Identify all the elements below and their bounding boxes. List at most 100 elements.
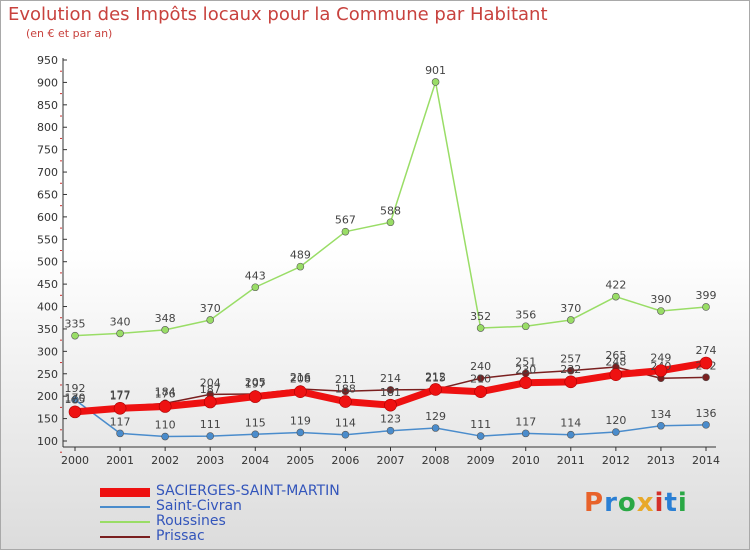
data-point	[71, 331, 79, 340]
data-point	[248, 390, 262, 403]
chart-title: Evolution des Impôts locaux pour la Comm…	[8, 4, 548, 25]
data-point	[566, 366, 575, 375]
data-label: 111	[470, 418, 491, 431]
data-point	[294, 385, 307, 398]
y-tick-label: 400	[37, 301, 58, 314]
data-label: 588	[380, 204, 401, 217]
y-tick-label: 950	[37, 54, 58, 67]
data-point	[657, 307, 665, 315]
data-point	[206, 316, 215, 324]
data-label: 120	[605, 414, 626, 427]
logo-letter: i	[677, 488, 688, 518]
data-label: 249	[650, 352, 671, 365]
data-label: 114	[560, 417, 581, 430]
data-label: 489	[290, 249, 311, 262]
data-label: 197	[245, 378, 266, 391]
data-point	[251, 283, 260, 292]
data-label: 177	[110, 389, 131, 402]
data-label: 205	[245, 376, 266, 389]
data-label: 248	[605, 356, 626, 369]
data-point	[564, 375, 578, 389]
data-point	[612, 292, 620, 301]
data-point	[386, 218, 395, 227]
logo-letter: P	[584, 488, 605, 518]
data-point	[702, 373, 710, 382]
data-label: 443	[245, 269, 266, 282]
data-point	[657, 421, 665, 430]
data-label: 134	[650, 408, 671, 421]
data-point	[251, 430, 260, 439]
data-point	[476, 324, 485, 332]
y-tick-label: 550	[37, 233, 58, 246]
data-point	[116, 329, 124, 338]
x-tick-label: 2013	[647, 454, 675, 467]
data-label: 251	[515, 355, 536, 368]
data-point	[521, 429, 530, 438]
data-label: 177	[110, 388, 131, 401]
data-label: 188	[335, 383, 356, 396]
data-label: 123	[380, 413, 401, 426]
y-tick-label: 800	[37, 121, 58, 134]
data-label: 370	[560, 302, 581, 315]
y-tick-label: 650	[37, 188, 58, 201]
legend-swatch	[100, 506, 150, 508]
y-tick-label: 850	[37, 99, 58, 112]
x-tick-label: 2003	[196, 454, 224, 467]
data-point	[68, 405, 82, 419]
data-label: 110	[155, 419, 176, 432]
data-point	[702, 421, 710, 429]
legend-label: SACIERGES-SAINT-MARTIN	[156, 483, 340, 499]
data-label: 208	[290, 373, 311, 386]
data-point	[566, 316, 575, 324]
data-label: 230	[515, 364, 536, 377]
data-label: 181	[380, 386, 401, 399]
data-label: 204	[200, 376, 221, 389]
y-tick-label: 450	[37, 278, 58, 291]
x-tick-label: 2000	[61, 454, 89, 467]
data-label: 211	[335, 373, 356, 386]
data-point	[429, 383, 442, 396]
legend-swatch	[100, 521, 150, 523]
data-label: 129	[425, 410, 446, 423]
data-label: 370	[200, 302, 221, 315]
data-label: 352	[470, 310, 491, 323]
y-tick-label: 100	[37, 435, 58, 448]
data-label: 232	[560, 363, 581, 376]
data-label: 136	[696, 407, 717, 420]
data-label: 567	[335, 214, 356, 227]
data-point	[386, 386, 395, 394]
logo-letter: r	[604, 488, 618, 518]
chart-subtitle: (en € et par an)	[26, 27, 113, 40]
y-tick-label: 600	[37, 211, 58, 224]
logo-letter: i	[654, 488, 665, 518]
data-label: 119	[290, 414, 311, 427]
data-label: 257	[560, 353, 581, 366]
x-tick-label: 2007	[377, 454, 405, 467]
data-point	[341, 227, 350, 236]
data-label: 240	[470, 360, 491, 373]
x-tick-label: 2001	[106, 454, 134, 467]
y-tick-label: 900	[37, 76, 58, 89]
logo-letter: o	[617, 488, 637, 518]
data-point	[296, 428, 305, 437]
data-point	[203, 395, 217, 409]
x-tick-label: 2009	[467, 454, 495, 467]
data-label: 274	[696, 344, 717, 357]
data-label: 192	[65, 382, 86, 395]
data-point	[699, 356, 713, 370]
x-tick-label: 2006	[331, 454, 359, 467]
data-label: 356	[515, 308, 536, 321]
data-point	[431, 78, 440, 86]
data-label: 114	[335, 417, 356, 430]
proxiti-logo: Proxiti	[584, 488, 688, 518]
data-point	[612, 428, 620, 436]
data-point	[519, 376, 533, 390]
data-point	[341, 430, 350, 439]
x-tick-label: 2010	[512, 454, 540, 467]
logo-letter: t	[664, 488, 678, 518]
data-label: 265	[605, 349, 626, 362]
x-tick-label: 2011	[557, 454, 585, 467]
x-tick-label: 2004	[241, 454, 269, 467]
